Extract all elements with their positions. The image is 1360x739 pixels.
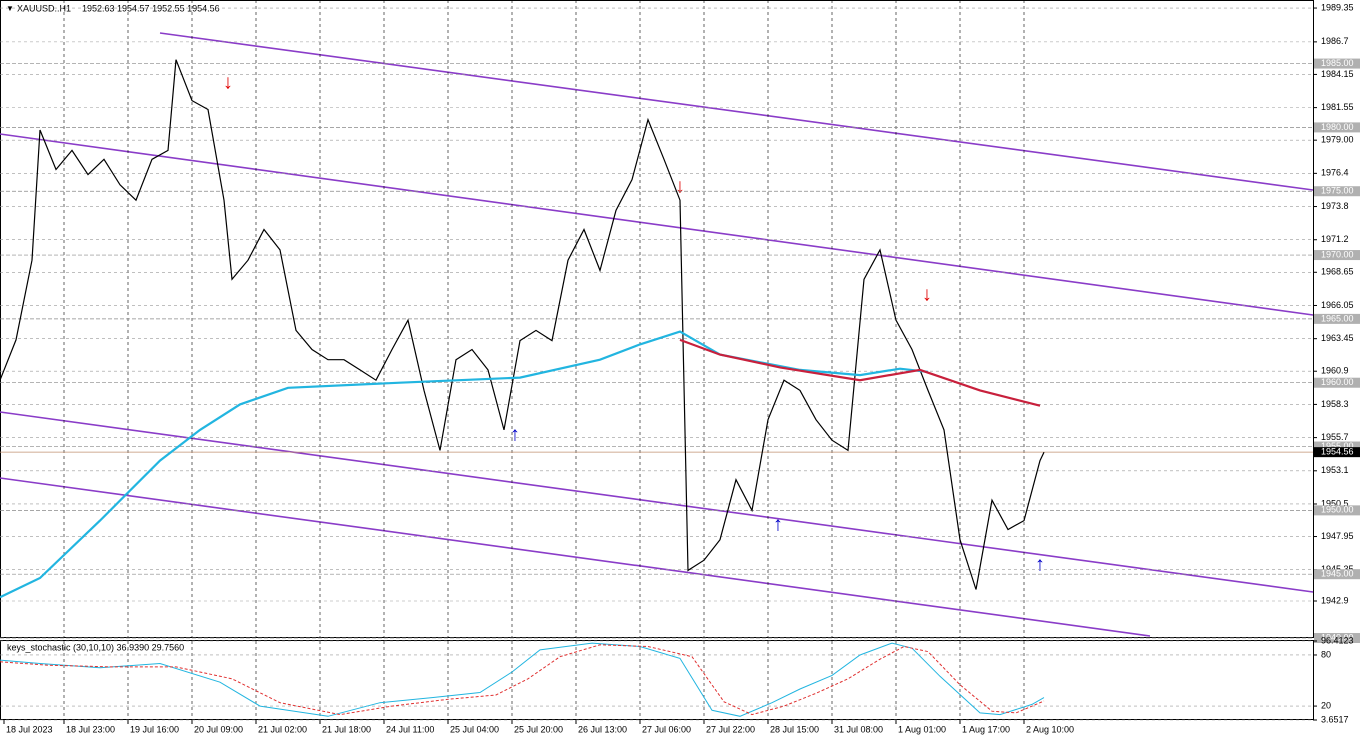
x-tick-label: 1 Aug 17:00	[962, 724, 1010, 734]
y-tick-label: 1947.95	[1321, 531, 1354, 541]
y-tick-label: 1958.3	[1321, 399, 1349, 409]
x-tick-label: 26 Jul 13:00	[578, 724, 627, 734]
x-tick-label: 18 Jul 2023	[6, 724, 53, 734]
indicator-title: keys_stochastic (30,10,10) 36.9390 29.75…	[7, 642, 184, 652]
y-tick-label: 96.4123	[1321, 635, 1354, 645]
x-tick-label: 28 Jul 15:00	[770, 724, 819, 734]
price-label: 1954.56	[1321, 447, 1354, 457]
y-tick-label: 1955.7	[1321, 432, 1349, 442]
x-tick-label: 21 Jul 18:00	[322, 724, 371, 734]
level-label: 1955.00	[1321, 441, 1354, 451]
y-tick-label: 20	[1321, 700, 1331, 710]
level-tag	[1314, 250, 1360, 261]
y-tick-label: 1945.35	[1321, 564, 1354, 574]
x-tick-label: 20 Jul 09:00	[194, 724, 243, 734]
y-tick-label: 1986.7	[1321, 36, 1349, 46]
x-tick-label: 27 Jul 06:00	[642, 724, 691, 734]
x-tick-label: 31 Jul 08:00	[834, 724, 883, 734]
series-line	[0, 330, 929, 599]
level-tag	[1314, 186, 1360, 197]
menu-triangle[interactable]: ▼	[6, 4, 14, 13]
y-tick-label: 1981.55	[1321, 102, 1354, 112]
y-tick-label: 1971.2	[1321, 234, 1349, 244]
level-tag	[1314, 633, 1360, 644]
y-tick-label: 1984.15	[1321, 69, 1354, 79]
x-tick-label: 19 Jul 16:00	[130, 724, 179, 734]
x-tick-label: 2 Aug 10:00	[1026, 724, 1074, 734]
signal-arrows: ↓ ↓ ↓ ↑ ↑ ↑	[223, 71, 1045, 575]
level-label: 1970.00	[1321, 249, 1354, 259]
x-tick-label: 27 Jul 22:00	[706, 724, 755, 734]
y-tick-label: 1989.35	[1321, 2, 1354, 12]
buy-arrow: ↑	[773, 513, 783, 535]
y-tick-label: 1973.8	[1321, 201, 1349, 211]
x-tick-label: 18 Jul 23:00	[66, 724, 115, 734]
y-tick-label: 80	[1321, 649, 1331, 659]
level-tag	[1314, 377, 1360, 388]
x-tick-label: 25 Jul 04:00	[450, 724, 499, 734]
channels	[0, 32, 1314, 637]
level-label: 1950.00	[1321, 505, 1354, 515]
x-tick-label: 24 Jul 11:00	[386, 724, 434, 734]
sell-arrow: ↓	[223, 71, 233, 93]
x-tick-label: 1 Aug 01:00	[898, 724, 946, 734]
series-line	[0, 59, 1045, 590]
buy-arrow: ↑	[1035, 553, 1045, 575]
level-tag	[1314, 569, 1360, 580]
channel-line	[0, 477, 1151, 637]
series-line	[0, 642, 1045, 717]
level-label: 1985.00	[1321, 58, 1354, 68]
series-line	[679, 338, 1041, 407]
buy-arrow: ↑	[510, 423, 520, 445]
level-label: 1980.00	[1321, 122, 1354, 132]
y-tick-label: 1963.45	[1321, 333, 1354, 343]
level-label: 1940.00	[1321, 632, 1354, 642]
y-tick-label: 1979.00	[1321, 135, 1354, 145]
x-tick-label: 21 Jul 02:00	[258, 724, 307, 734]
x-tick-label: 25 Jul 20:00	[514, 724, 563, 734]
sub-panel-frame	[0, 640, 1314, 720]
sell-arrow: ↓	[675, 175, 685, 197]
level-label: 1960.00	[1321, 377, 1354, 387]
level-tag	[1314, 313, 1360, 324]
symbol: XAUUSD..H1	[17, 3, 71, 13]
y-tick-label: 1976.4	[1321, 168, 1349, 178]
level-tag	[1314, 505, 1360, 516]
level-tag	[1314, 122, 1360, 133]
y-tick-label: 1942.9	[1321, 595, 1349, 605]
channel-line	[159, 32, 1314, 191]
level-tag	[1314, 441, 1360, 452]
y-tick-label: 3.6517	[1321, 714, 1349, 724]
y-tick-label: 1966.05	[1321, 300, 1354, 310]
y-tick-label: 1950.5	[1321, 498, 1349, 508]
price-tag	[1314, 447, 1360, 458]
y-tick-label: 1960.9	[1321, 366, 1349, 376]
level-tag	[1314, 58, 1360, 69]
ohlc: 1952.63 1954.57 1952.55 1954.56	[82, 3, 220, 13]
y-tick-label: 1968.65	[1321, 267, 1354, 277]
level-label: 1975.00	[1321, 186, 1354, 196]
series-line	[0, 644, 1045, 716]
channel-line	[0, 411, 1314, 593]
level-label: 1965.00	[1321, 313, 1354, 323]
channel-line	[0, 133, 1314, 316]
level-label: 1945.00	[1321, 569, 1354, 579]
y-tick-label: 1953.1	[1321, 465, 1349, 475]
sell-arrow: ↓	[922, 283, 932, 305]
